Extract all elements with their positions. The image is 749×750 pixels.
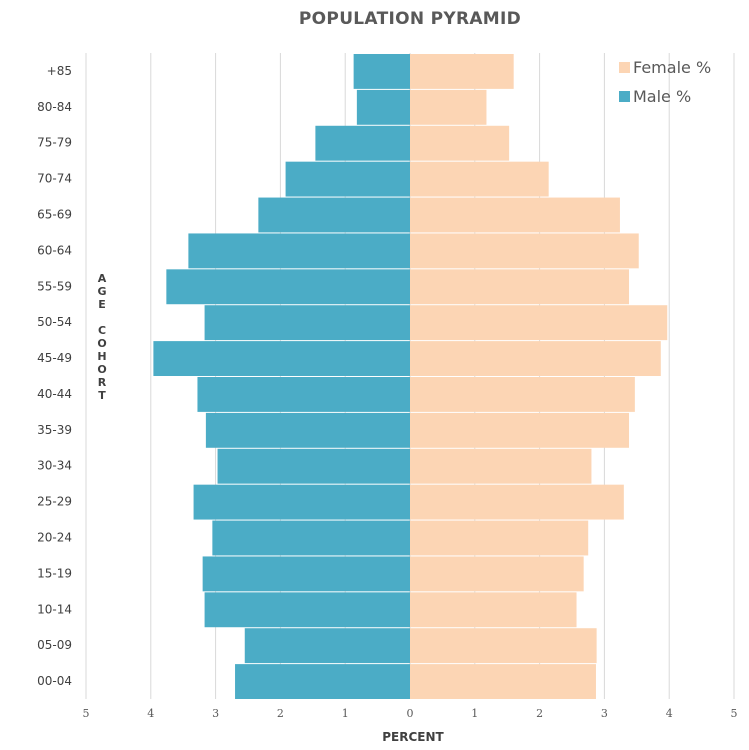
female-bar (410, 305, 668, 341)
y-axis-label-char: C (98, 324, 106, 337)
y-tick-label: 20-24 (37, 531, 72, 545)
female-bar (410, 269, 630, 305)
female-bar (410, 412, 630, 448)
y-tick-label: +85 (47, 64, 72, 78)
x-tick-label: 1 (342, 707, 349, 720)
female-bar (410, 664, 596, 699)
y-tick-label: 80-84 (37, 100, 72, 114)
legend-label: Female % (633, 58, 711, 77)
x-tick-label: 4 (666, 707, 673, 720)
male-bar (153, 341, 410, 376)
y-axis-label-char: G (97, 285, 106, 298)
female-bar (410, 377, 635, 412)
male-bar (244, 628, 410, 664)
x-tick-label: 4 (147, 707, 154, 720)
male-bar (205, 412, 410, 448)
y-tick-label: 40-44 (37, 387, 72, 401)
y-tick-label: 65-69 (37, 208, 72, 222)
y-tick-label: 10-14 (37, 602, 72, 616)
y-tick-label: 70-74 (37, 172, 72, 186)
male-bar (258, 197, 410, 233)
male-bar (353, 54, 410, 89)
y-axis-label-char: T (98, 389, 106, 402)
x-tick-label: 1 (471, 707, 478, 720)
y-tick-labels: 00-04 05-09 10-14 15-19 20-24 25-29 30-34 35-39… (37, 64, 72, 688)
female-bar (410, 592, 577, 628)
y-tick-label: 55-59 (37, 279, 72, 293)
legend-swatch (619, 62, 630, 73)
y-tick-label: 25-29 (37, 495, 72, 509)
x-tick-label: 5 (731, 707, 738, 720)
y-tick-label: 60-64 (37, 243, 72, 257)
male-bar (315, 125, 410, 161)
y-axis-label-char: O (97, 363, 106, 376)
x-tick-label: 5 (83, 707, 90, 720)
male-bar (204, 305, 410, 341)
y-axis-label-char: E (98, 298, 106, 311)
female-bar (410, 341, 661, 376)
male-bar (166, 269, 410, 305)
y-tick-label: 15-19 (37, 566, 72, 580)
female-bar (410, 125, 510, 161)
male-bar (204, 592, 410, 628)
female-bar (410, 233, 639, 269)
x-tick-label: 3 (601, 707, 608, 720)
y-axis-label-char: H (97, 350, 106, 363)
female-bar (410, 520, 589, 556)
y-tick-label: 75-79 (37, 136, 72, 150)
x-tick-label: 2 (536, 707, 543, 720)
female-bar (410, 89, 487, 125)
female-bar (410, 628, 597, 664)
legend: Female % Male % (619, 58, 711, 106)
y-tick-label: 00-04 (37, 674, 72, 688)
x-tick-labels: 5 4 3 2 1 0 1 2 3 4 5 (83, 707, 738, 720)
male-bar (197, 377, 410, 412)
y-tick-label: 45-49 (37, 351, 72, 365)
male-bar (235, 664, 410, 699)
female-bar (410, 197, 620, 233)
female-bar (410, 448, 592, 484)
male-bar (188, 233, 410, 269)
female-bar (410, 161, 549, 197)
male-bar (202, 556, 410, 592)
y-tick-label: 50-54 (37, 315, 72, 329)
y-axis-label-char: A (98, 272, 107, 285)
bars (153, 54, 668, 699)
chart-title: POPULATION PYRAMID (299, 9, 521, 29)
y-tick-label: 05-09 (37, 638, 72, 652)
female-bar (410, 556, 584, 592)
female-bar (410, 484, 624, 520)
male-bar (193, 484, 410, 520)
male-bar (212, 520, 410, 556)
legend-label: Male % (633, 87, 691, 106)
x-tick-label: 0 (407, 707, 414, 720)
female-bar (410, 54, 514, 89)
y-tick-label: 35-39 (37, 423, 72, 437)
x-tick-label: 2 (277, 707, 284, 720)
male-bar (217, 448, 410, 484)
y-axis-label-char: R (98, 376, 107, 389)
x-tick-label: 3 (212, 707, 219, 720)
male-bar (285, 161, 410, 197)
legend-swatch (619, 91, 630, 102)
y-tick-label: 30-34 (37, 459, 72, 473)
y-axis-label-char: O (97, 337, 106, 350)
x-axis-label: PERCENT (382, 730, 444, 744)
male-bar (356, 89, 410, 125)
